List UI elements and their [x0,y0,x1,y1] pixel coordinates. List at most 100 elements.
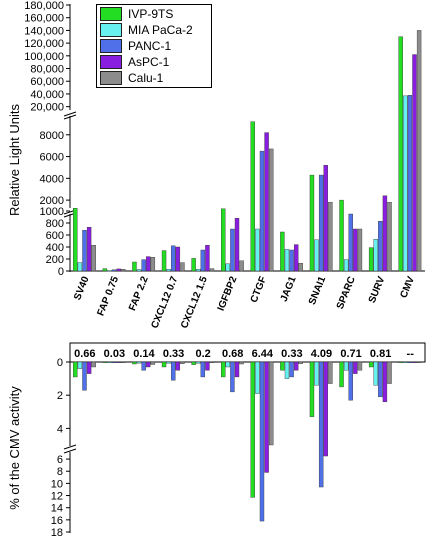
cmv-bar [298,361,303,364]
cmv-bar [264,361,269,473]
rlu-y-tick-label: 180,000 [24,0,64,12]
rlu-axis-break-gap [66,110,74,116]
cmv-bar [412,361,417,364]
cmv-percent-annotation: 6.44 [252,348,274,360]
cmv-y-tick-label: 0 [57,357,63,369]
rlu-bar [146,256,151,272]
cmv-bar [225,361,231,368]
rlu-bar [150,257,156,272]
rlu-y-tick-label: 140,000 [24,25,64,37]
cmv-axis-break-mark [63,448,77,454]
cmv-y-tick-label: 12 [51,491,63,503]
rlu-bar [166,269,171,272]
category-label: FAP 0.75 [95,275,121,318]
rlu-bar [357,228,363,272]
rlu-bar [255,228,260,272]
cmv-percent-annotation: -- [407,348,415,360]
rlu-bar [200,249,206,272]
cmv-y-tick-label: 2 [57,390,63,402]
cmv-percent-annotation: 0.71 [340,348,361,360]
cmv-y-tick-label: 14 [51,503,63,515]
rlu-bar [161,250,167,272]
cmv-bar [250,361,255,498]
rlu-y-tick-label: 40,000 [30,89,64,101]
rlu-y-tick-label: 200 [46,254,64,266]
legend-item: PANC-1 [100,38,208,54]
rlu-bar [328,202,333,272]
cmv-bar [239,361,244,365]
rlu-bar [116,268,121,272]
rlu-bar [339,199,344,272]
cmv-bar [77,361,83,369]
cmv-bar [175,361,181,371]
rlu-y-tick-label: 100,000 [24,51,64,63]
category-label: CXCL12 0.7 [150,275,181,331]
legend-item: MIA PaCa-2 [100,22,208,38]
category-label: FAP 2.2 [127,275,151,313]
rlu-axis-break-mark [63,111,77,117]
cmv-bar [378,361,383,398]
rlu-bar [293,244,299,272]
rlu-y-tick-label: 80,000 [30,64,64,76]
cmv-bar [73,361,78,378]
rlu-bar [398,36,403,272]
rlu-bar [284,249,290,272]
cmv-bar [416,361,422,364]
legend-label: PANC-1 [128,39,172,53]
rlu-bar [314,239,319,272]
cmv-percent-annotation: 4.09 [311,348,332,360]
rlu-bar [289,249,294,272]
cmv-bar [205,361,210,371]
category-label: CTGF [249,275,269,304]
category-label: JAG1 [279,275,299,304]
cmv-bar [171,361,176,381]
cmv-bar [289,361,294,378]
cmv-bar [339,361,344,388]
rlu-bar [309,174,315,272]
cmv-bar [348,361,353,401]
cmv-bar [373,361,378,386]
category-label: IGFBP2 [216,275,240,313]
rlu-bar [136,269,142,272]
legend-label: Calu-1 [128,71,164,85]
cmv-bar [318,361,324,488]
annotation-strip [69,342,426,363]
legend: IVP-9TS MIA PaCa-2 PANC-1 AsPC-1 Calu-1 [96,4,212,88]
cmv-bar [280,361,285,371]
rlu-y-axis-label: Relative Light Units [7,104,22,216]
cmv-bar [314,361,319,386]
rlu-bar [250,121,255,272]
rlu-bar [196,269,201,272]
legend-item: IVP-9TS [100,6,208,22]
cmv-percent-annotation: 0.66 [74,348,95,360]
cmv-bar [368,361,374,368]
category-label: SPARC [335,275,358,311]
cmv-bar [398,361,403,364]
rlu-bar [132,261,137,272]
cmv-y-tick-label: 6 [57,454,63,466]
cmv-percent-annotation: 0.2 [195,348,210,360]
rlu-bar [403,95,408,272]
cmv-y-tick-label: 16 [51,515,63,527]
rlu-bar [368,247,374,272]
rlu-bar [73,208,78,272]
cmv-bar [191,361,196,365]
legend-swatch [100,7,122,21]
cmv-percent-annotation: 0.03 [104,348,125,360]
category-label: SURV [367,275,388,305]
cmv-bar [353,361,358,374]
cmv-bar [382,361,388,403]
rlu-y-tick-label: 160,000 [24,13,64,25]
rlu-bar [141,259,146,272]
rlu-bar [221,208,226,272]
cmv-bar [121,361,126,364]
cmv-percent-annotation: 0.68 [222,348,243,360]
rlu-bar [205,244,210,272]
cmv-bar [407,361,413,364]
cmv-bar [82,361,87,391]
rlu-bar [191,258,196,272]
rlu-bar [280,231,285,272]
rlu-bar [111,269,117,272]
